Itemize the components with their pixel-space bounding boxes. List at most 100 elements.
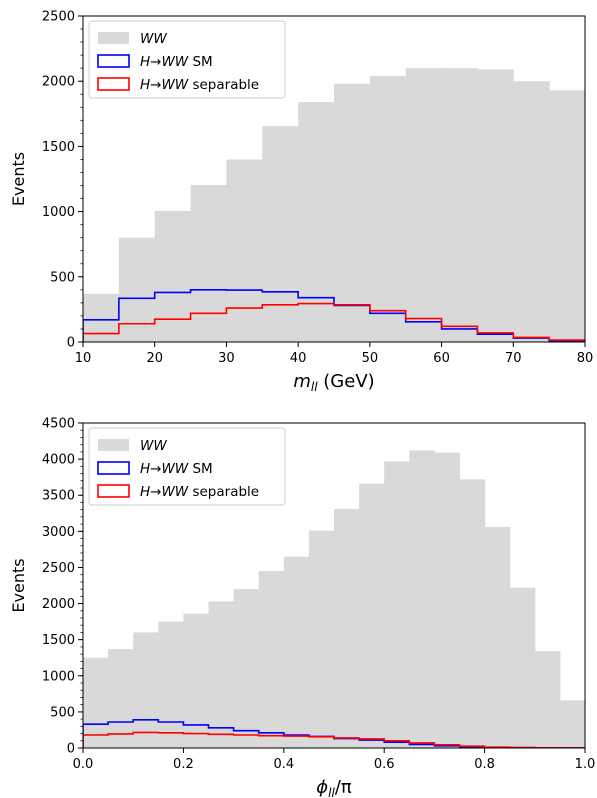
x-axis-label-symbol: m [293,371,311,392]
separable-step-line [83,302,585,342]
ww-bar [441,68,479,342]
plot-area [83,450,585,748]
x-tick-label: 0.2 [173,757,194,772]
ww-bar [208,601,235,748]
legend-entry-rest: SM [188,461,213,477]
y-tick-label: 1000 [42,205,75,220]
x-axis-label: ϕll/π [316,777,352,798]
x-tick-label: 40 [290,351,307,366]
legend-entry-rest: separable [188,77,259,93]
legend-handle-sm [97,54,130,68]
y-axis-label: Events [9,152,28,206]
ww-bar [308,530,335,748]
legend-box [88,20,286,99]
legend-entry-label: WW [140,438,167,454]
y-tick-label: 500 [50,270,75,285]
ww-bar [154,210,192,342]
ww-bar [534,651,561,748]
ww-bar [118,237,156,342]
x-tick-label: 0.4 [273,757,294,772]
ww-bar [384,461,410,748]
y-tick-label: 3500 [42,489,75,504]
ww-bar [459,479,486,748]
legend-handle-ww [98,439,129,451]
ww-bar [334,508,360,748]
legend-entry-italic: WW [140,438,167,454]
legend-entry-italic: H→WW [140,484,189,500]
y-tick-label: 1000 [42,669,75,684]
x-tick-label: 80 [577,351,594,366]
ww-bar [108,649,134,748]
legend-entry-italic: WW [140,31,167,47]
ww-bar [298,102,335,342]
ww-bar [549,90,585,342]
ww-bar [559,700,585,748]
ww-bar [359,483,385,748]
legend-entry-label: H→WW separable [140,484,259,500]
y-axis-label: Events [9,558,28,612]
ww-bar [409,450,435,748]
separable-step-line [83,731,585,748]
x-axis-label-unit: /π [335,777,352,798]
ww-bar [513,81,550,342]
x-tick-label: 0.0 [73,757,94,772]
ww-bar [405,68,443,342]
ww-bar [369,75,407,342]
legend-handle-ww [98,32,129,44]
ww-bar [484,527,511,748]
legend-entry-italic: H→WW [140,54,189,70]
y-tick-label: 2000 [42,75,75,90]
x-tick-label: 50 [362,351,379,366]
y-tick-label: 2500 [42,10,75,25]
y-tick-label: 0 [67,336,75,351]
plot-frame [82,15,586,343]
legend-entry-label: H→WW separable [140,77,259,93]
x-axis-label: mll (GeV) [293,371,374,394]
x-tick-label: 1.0 [575,757,596,772]
x-tick-label: 20 [146,351,163,366]
chart-phill: 0 500 1000 1500 2000 2500 3000 3500 4000 4500 0.0 0… [9,417,595,798]
y-tick-label: 500 [50,705,75,720]
plot-frame [82,422,586,749]
x-axis-label-symbol: ϕ [316,777,328,798]
legend-handle-separable [97,484,130,498]
y-tick-label: 2000 [42,597,75,612]
chart-mll: 0 500 1000 1500 2000 2500 10 20 30 40 50 60 70 80 Even… [9,10,593,395]
ww-bar [262,126,299,342]
ww-bar [233,589,260,748]
y-tick-label: 1500 [42,140,75,155]
legend-entry-label: H→WW SM [140,461,213,477]
x-axis-label-subscript: ll [311,380,318,394]
ww-bar [133,632,159,748]
plot-area [83,68,585,342]
legend-box [88,427,286,506]
legend-entry-italic: H→WW [140,461,189,477]
legend-entry-rest: SM [188,54,213,70]
x-tick-label: 60 [433,351,450,366]
ww-bar [477,69,514,342]
ww-bar [258,571,285,748]
legend-handle-separable [97,77,130,91]
legend-entry-italic: H→WW [140,77,189,93]
y-tick-label: 2500 [42,561,75,576]
x-axis-label-subscript: ll [328,786,335,798]
x-tick-label: 10 [75,351,92,366]
y-tick-label: 1500 [42,633,75,648]
ww-bar [226,159,263,342]
legend-handle-sm [97,461,130,475]
x-tick-label: 0.8 [474,757,495,772]
y-tick-label: 0 [67,742,75,757]
y-tick-label: 4500 [42,417,75,432]
legend-entry-label: H→WW SM [140,54,213,70]
ww-bar [183,613,210,748]
x-tick-label: 30 [218,351,235,366]
ww-bar [83,293,120,342]
y-tick-label: 4000 [42,453,75,468]
ww-bar [283,556,310,748]
ww-bar [190,184,228,342]
x-tick-label: 70 [505,351,522,366]
legend-entry-label: WW [140,31,167,47]
ww-bar [509,587,536,748]
ww-bar [334,83,371,342]
